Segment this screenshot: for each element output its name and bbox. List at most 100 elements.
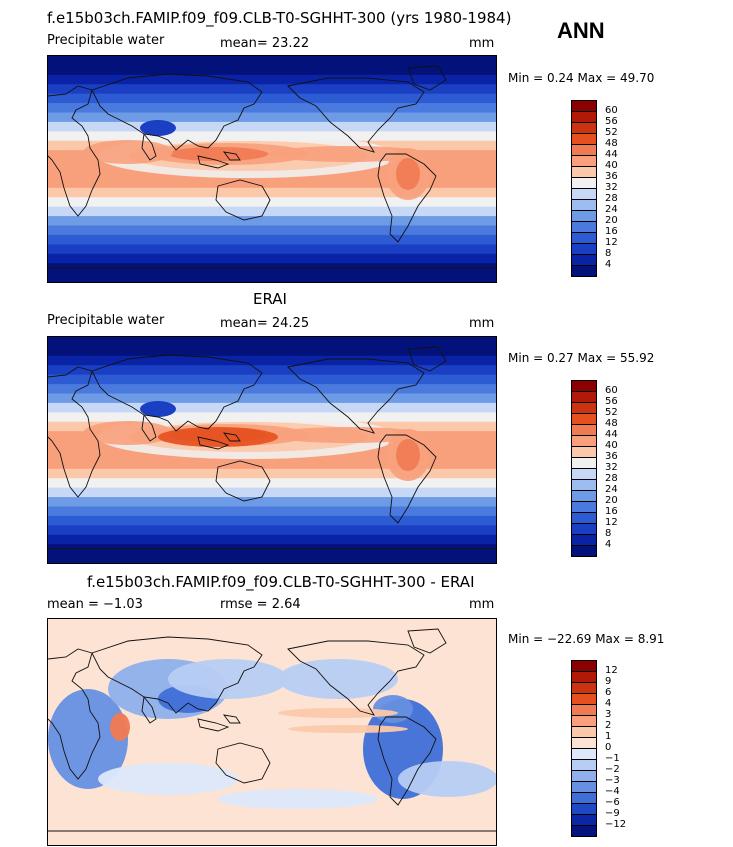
map-band: [48, 112, 496, 123]
panel1-variable-label: Precipitable water: [47, 33, 165, 48]
colorbar-tick-label: 4: [605, 698, 612, 709]
coastline: [222, 714, 241, 724]
coastline: [91, 636, 263, 714]
colorbar-tick-label: 56: [605, 396, 618, 407]
coastline: [48, 85, 101, 217]
coastline: [215, 742, 271, 784]
panel3-units-label: mm: [469, 597, 495, 612]
map-feature: [168, 659, 288, 699]
colorbar-tick-label: 9: [605, 676, 612, 687]
colorbar-tick-label: 44: [605, 429, 618, 440]
map-band: [48, 234, 496, 245]
colorbar-tick-label: 24: [605, 484, 618, 495]
map-band: [48, 525, 496, 536]
panel2-map: [47, 336, 497, 564]
season-label: ANN: [557, 18, 605, 43]
coastline: [91, 73, 263, 151]
colorbar-tick-label: 52: [605, 127, 618, 138]
colorbar-tick-label: 60: [605, 385, 618, 396]
colorbar-tick-label: −1: [605, 753, 620, 764]
colorbar-tick-label: 32: [605, 182, 618, 193]
coastline: [215, 179, 271, 221]
panel3-colorbar: 12 9 6 4 3 2 1 0 −1 −2 −3 −4 −6 −9 −12: [571, 660, 626, 837]
panel3-mean-label: mean = −1.03: [47, 597, 143, 612]
map-band: [48, 56, 496, 66]
map-feature: [288, 725, 408, 733]
colorbar-swatch: [571, 825, 597, 837]
panel2-mean-label: mean= 24.25: [220, 316, 310, 331]
map-band: [48, 272, 496, 282]
map-feature: [278, 708, 398, 718]
map-feature: [110, 713, 130, 741]
map-feature: [396, 158, 420, 190]
colorbar-tick-label: 4: [605, 539, 612, 550]
map-band: [48, 515, 496, 526]
colorbar-tick-label: 12: [605, 237, 618, 248]
map-band: [48, 244, 496, 255]
coastline: [215, 460, 271, 502]
map-band: [48, 534, 496, 545]
colorbar-tick-label: 16: [605, 226, 618, 237]
colorbar-tick-label: 52: [605, 407, 618, 418]
colorbar-tick-label: 60: [605, 105, 618, 116]
map-band: [48, 384, 496, 394]
map-band: [48, 337, 496, 347]
coastline: [48, 366, 101, 498]
coastline: [377, 434, 437, 524]
colorbar-tick-label: 48: [605, 418, 618, 429]
map-band: [48, 178, 496, 189]
colorbar-tick-label: 12: [605, 665, 618, 676]
panel2-minmax: Min = 0.27 Max = 55.92: [508, 351, 655, 365]
colorbar-tick-label: 8: [605, 528, 612, 539]
colorbar-tick-label: 48: [605, 138, 618, 149]
coastline: [222, 432, 241, 442]
map-feature: [396, 439, 420, 471]
map-band: [48, 374, 496, 385]
colorbar-tick-label: 28: [605, 473, 618, 484]
colorbar-tick-label: 36: [605, 171, 618, 182]
colorbar-tick-label: 56: [605, 116, 618, 127]
map-band: [48, 84, 496, 95]
map-band: [48, 225, 496, 236]
map-band: [48, 478, 496, 489]
map-band: [48, 355, 496, 366]
map-band: [48, 365, 496, 376]
panel3-rmse-label: rmse = 2.64: [220, 597, 301, 612]
map-band: [48, 253, 496, 264]
coastline: [287, 640, 425, 716]
colorbar-tick-label: −9: [605, 808, 620, 819]
panel3-title: f.e15b03ch.FAMIP.f09_f09.CLB-T0-SGHHT-30…: [87, 573, 475, 591]
coastline: [141, 132, 157, 161]
map-feature: [98, 763, 238, 795]
coastline: [377, 153, 437, 243]
map-feature: [268, 146, 428, 162]
colorbar-tick-label: 40: [605, 440, 618, 451]
coastline: [197, 155, 230, 169]
map-band: [48, 553, 496, 563]
map-band: [48, 206, 496, 217]
map-band: [48, 506, 496, 517]
colorbar-tick-label: 36: [605, 451, 618, 462]
colorbar-tick-label: 4: [605, 259, 612, 270]
colorbar-tick-label: 20: [605, 215, 618, 226]
map-band: [48, 65, 496, 76]
colorbar-tick-label: 12: [605, 517, 618, 528]
colorbar-tick-label: 3: [605, 709, 612, 720]
colorbar-tick-label: 28: [605, 193, 618, 204]
map-band: [48, 93, 496, 104]
map-band: [48, 468, 496, 479]
panel1-colorbar: 60 56 52 48 44 40 36 32 28 24 20 16 12 8 4: [571, 100, 618, 277]
colorbar-swatch: [571, 545, 597, 557]
coastline: [197, 718, 230, 732]
map-feature: [168, 147, 268, 161]
colorbar-tick-label: 24: [605, 204, 618, 215]
map-band: [48, 346, 496, 357]
colorbar-tick-label: −4: [605, 786, 620, 797]
map-feature: [218, 789, 378, 809]
coastline: [48, 648, 101, 780]
panel1-units-label: mm: [469, 36, 495, 51]
panel1-map: [47, 55, 497, 283]
colorbar-swatch: [571, 265, 597, 277]
coastline: [222, 151, 241, 161]
panel1-title: f.e15b03ch.FAMIP.f09_f09.CLB-T0-SGHHT-30…: [47, 9, 512, 27]
